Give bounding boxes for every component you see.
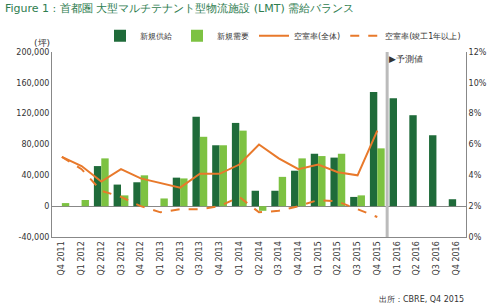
svg-text:Q4 2012: Q4 2012	[136, 241, 145, 275]
svg-text:0%: 0%	[469, 233, 482, 242]
svg-text:Q2 2015: Q2 2015	[333, 241, 342, 275]
svg-text:2%: 2%	[469, 202, 482, 211]
svg-text:80,000: 80,000	[21, 140, 49, 149]
svg-text:Q2 2012: Q2 2012	[97, 241, 106, 275]
svg-text:Q4 2015: Q4 2015	[373, 241, 382, 275]
svg-text:新規供給: 新規供給	[140, 32, 172, 41]
svg-text:Figure 1 : 首都圏 大型マルチテナント型物流施設: Figure 1 : 首都圏 大型マルチテナント型物流施設 (LMT) 需給バラ…	[5, 2, 354, 15]
svg-text:12%: 12%	[469, 48, 487, 57]
svg-text:Q3 2016: Q3 2016	[432, 241, 441, 275]
svg-text:(坪): (坪)	[34, 38, 50, 48]
svg-text:Q3 2015: Q3 2015	[353, 241, 362, 275]
svg-text:空室率(竣工1年以上): 空室率(竣工1年以上)	[385, 32, 460, 41]
svg-text:Q1 2012: Q1 2012	[77, 241, 86, 275]
svg-text:10%: 10%	[469, 79, 487, 88]
svg-text:160,000: 160,000	[16, 79, 49, 88]
svg-text:Q1 2014: Q1 2014	[235, 241, 244, 275]
svg-text:空室率(全体): 空室率(全体)	[294, 32, 340, 41]
svg-text:Q3 2014: Q3 2014	[274, 241, 283, 275]
svg-text:Q1 2016: Q1 2016	[393, 241, 402, 275]
svg-text:Q3 2012: Q3 2012	[117, 241, 126, 275]
svg-text:200,000: 200,000	[16, 48, 49, 57]
svg-text:Q4 2011: Q4 2011	[57, 241, 66, 275]
svg-text:6%: 6%	[469, 140, 482, 149]
svg-text:▶予測値: ▶予測値	[389, 54, 423, 64]
svg-text:Q1 2013: Q1 2013	[156, 241, 165, 275]
svg-text:4%: 4%	[469, 171, 482, 180]
svg-text:Q4 2014: Q4 2014	[294, 241, 303, 275]
svg-text:出所：CBRE, Q4 2015: 出所：CBRE, Q4 2015	[379, 295, 464, 304]
svg-text:新規需要: 新規需要	[217, 32, 249, 41]
svg-text:Q2 2016: Q2 2016	[412, 241, 421, 275]
svg-text:0: 0	[44, 202, 49, 211]
svg-text:Q1 2015: Q1 2015	[314, 241, 323, 275]
svg-text:40,000: 40,000	[21, 171, 49, 180]
svg-text:Q2 2013: Q2 2013	[176, 241, 185, 275]
svg-text:Q4 2013: Q4 2013	[215, 241, 224, 275]
svg-text:Q2 2014: Q2 2014	[255, 241, 264, 275]
svg-text:Q4 2016: Q4 2016	[452, 241, 461, 275]
svg-text:8%: 8%	[469, 109, 482, 118]
svg-text:-40,000: -40,000	[19, 233, 50, 242]
svg-text:120,000: 120,000	[16, 109, 49, 118]
svg-text:Q3 2013: Q3 2013	[195, 241, 204, 275]
